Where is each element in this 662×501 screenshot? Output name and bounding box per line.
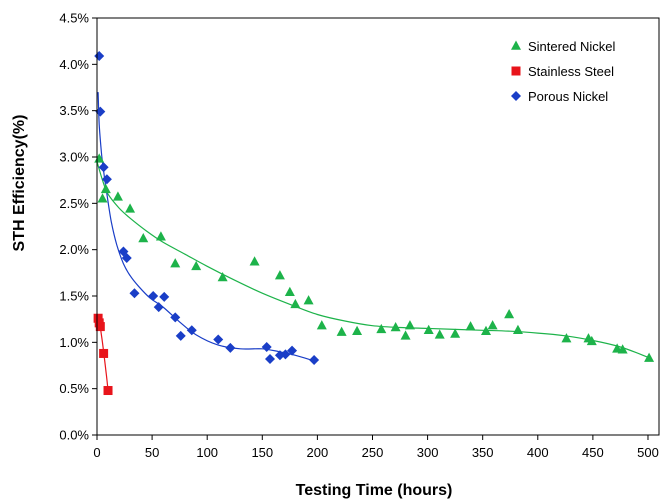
x-tick-label: 300 — [417, 445, 439, 460]
data-point — [191, 260, 202, 271]
y-axis-title: STH Efficiency(%) — [11, 115, 28, 252]
legend-marker — [511, 91, 521, 101]
data-point — [121, 253, 132, 264]
x-tick-label: 350 — [472, 445, 494, 460]
x-tick-label: 400 — [527, 445, 549, 460]
data-point — [404, 320, 415, 330]
y-tick-label: 0.0% — [59, 428, 89, 443]
data-point — [155, 231, 166, 241]
data-point — [94, 153, 105, 163]
data-point — [423, 324, 434, 335]
data-point — [284, 286, 295, 297]
data-point — [316, 320, 327, 330]
y-tick-label: 4.0% — [59, 57, 89, 72]
data-point — [138, 233, 149, 243]
data-point — [249, 256, 260, 266]
x-tick-label: 150 — [251, 445, 273, 460]
axes: 0.0% 0.5% 1.0% 1.5% 2.0% 2.5% 3.0% 3.5% 4.0% 4.5%… — [59, 11, 660, 460]
data-point — [112, 191, 123, 201]
data-point — [450, 328, 461, 338]
data-point — [101, 174, 112, 185]
data-point — [400, 330, 411, 340]
plot-frame — [96, 17, 660, 436]
data-point — [376, 323, 387, 334]
data-point — [465, 321, 476, 331]
y-tick-label: 3.5% — [59, 103, 89, 118]
legend-marker — [511, 66, 521, 76]
data-point — [336, 326, 347, 336]
data-point — [644, 352, 655, 362]
y-tick-label: 1.0% — [59, 335, 89, 350]
data-point — [213, 334, 224, 345]
data-point — [487, 320, 498, 330]
data-point — [290, 298, 301, 309]
data-point — [390, 322, 401, 332]
data-point — [153, 302, 164, 313]
y-tick-label: 3.0% — [59, 150, 89, 165]
data-point — [512, 324, 523, 335]
data-point — [125, 203, 136, 213]
y-tick-label: 2.0% — [59, 242, 89, 257]
x-tick-label: 200 — [307, 445, 329, 460]
x-tick-label: 50 — [145, 445, 159, 460]
y-tick-label: 2.5% — [59, 196, 89, 211]
x-axis-title: Testing Time (hours) — [296, 482, 453, 499]
data-point — [561, 333, 572, 343]
x-tick-label: 450 — [582, 445, 604, 460]
data-point — [504, 309, 515, 319]
data-point — [217, 271, 228, 282]
legend-label: Stainless Steel — [528, 64, 614, 79]
data-point — [309, 354, 320, 365]
data-point — [352, 325, 363, 335]
data-point — [287, 345, 298, 356]
data-point — [97, 193, 108, 203]
data-point — [280, 349, 291, 360]
y-tick-label: 1.5% — [59, 289, 89, 304]
x-tick-label: 100 — [196, 445, 218, 460]
data-point — [95, 106, 106, 117]
data-point — [225, 342, 236, 353]
data-point — [94, 50, 105, 61]
plot-area — [93, 50, 655, 396]
data-point — [170, 312, 181, 323]
data-point — [98, 162, 109, 173]
legend-label: Sintered Nickel — [528, 39, 616, 54]
data-point — [159, 291, 170, 302]
legend-marker — [511, 40, 521, 50]
data-point — [99, 348, 109, 358]
y-tick-label: 4.5% — [59, 11, 89, 26]
x-tick-label: 0 — [93, 445, 100, 460]
data-point — [586, 335, 597, 346]
legend-label: Porous Nickel — [528, 89, 608, 104]
data-point — [261, 341, 272, 352]
data-point — [103, 386, 113, 396]
x-tick-label: 500 — [637, 445, 659, 460]
data-point — [186, 325, 197, 336]
data-point — [170, 258, 181, 268]
trend-line — [97, 92, 315, 362]
x-tick-label: 250 — [362, 445, 384, 460]
data-point — [93, 313, 103, 323]
data-point — [129, 288, 140, 299]
legend: Sintered Nickel Stainless Steel Porous Nic… — [511, 39, 616, 104]
data-point — [95, 322, 105, 332]
data-point — [303, 295, 314, 305]
data-point — [480, 325, 491, 335]
data-point — [434, 329, 445, 339]
data-point — [274, 270, 285, 280]
data-point — [148, 291, 159, 301]
data-point — [617, 344, 628, 354]
data-point — [100, 183, 111, 194]
data-point — [265, 354, 276, 365]
y-tick-label: 0.5% — [59, 381, 89, 396]
trend-line — [96, 161, 649, 358]
data-point — [175, 330, 186, 341]
